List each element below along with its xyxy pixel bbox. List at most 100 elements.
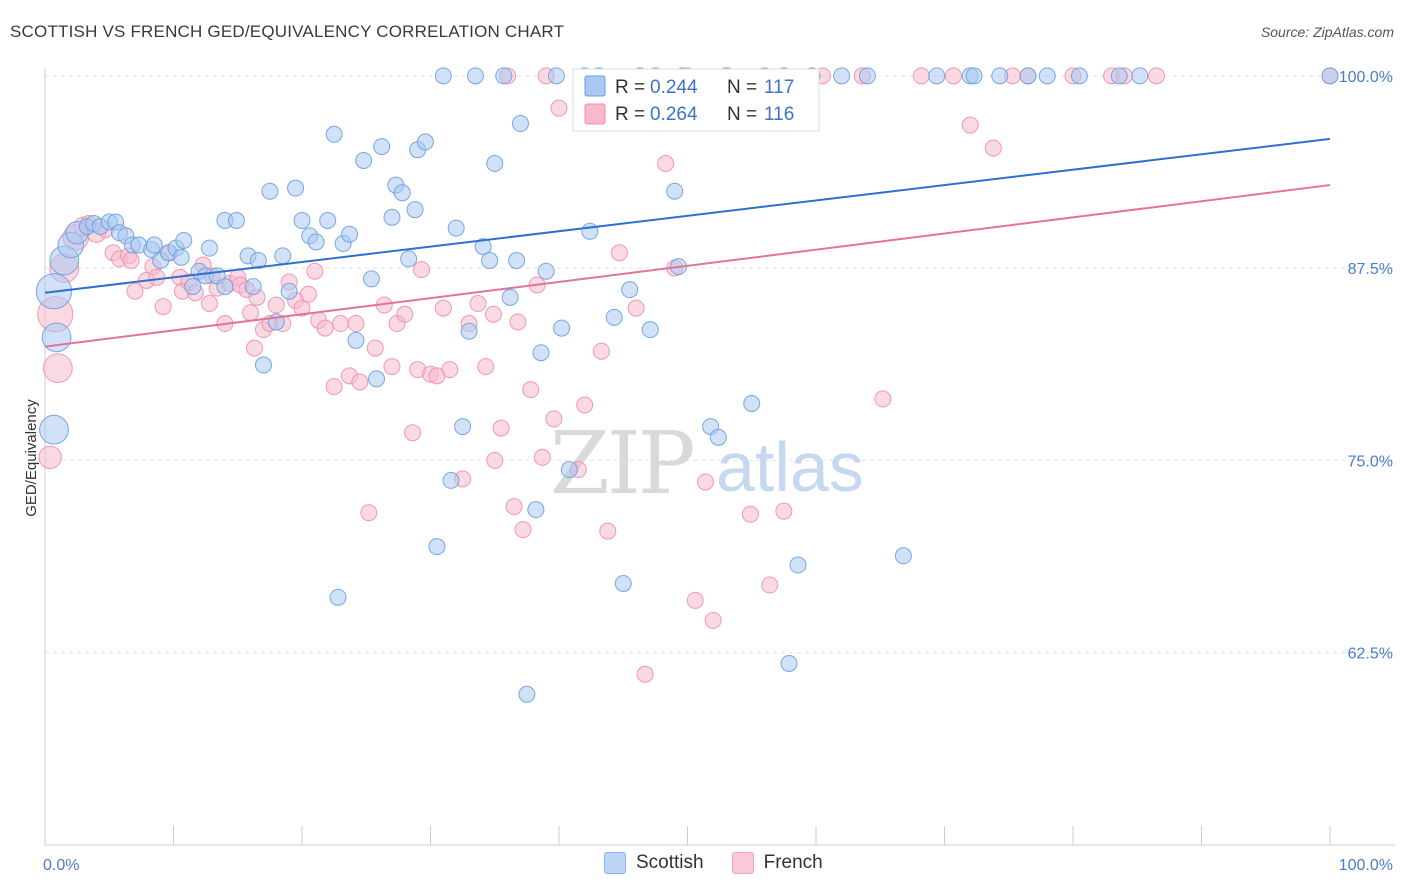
- bottom-legend-label-french: French: [763, 852, 823, 873]
- scottish-point: [460, 322, 478, 340]
- scottish-point: [858, 67, 876, 85]
- scottish-point: [666, 182, 684, 200]
- legend-n-label-scottish: N =: [727, 77, 757, 98]
- x-tick-labels: 0.0% 100.0%: [43, 857, 1393, 874]
- french-point: [316, 319, 334, 337]
- french-point: [592, 342, 610, 360]
- french-point: [383, 358, 401, 376]
- french-point: [522, 381, 540, 399]
- french-point: [509, 313, 527, 331]
- bottom-legend: Scottish French: [604, 852, 823, 874]
- french-point: [200, 295, 218, 313]
- french-point: [961, 116, 979, 134]
- y-axis-label: GED/Equivalency: [23, 399, 40, 517]
- scottish-point: [1019, 67, 1037, 85]
- scottish-point: [393, 184, 411, 202]
- scottish-point: [249, 251, 267, 269]
- scottish-point: [383, 208, 401, 226]
- scottish-point: [41, 322, 72, 353]
- french-point: [404, 424, 422, 442]
- scottish-point: [833, 67, 851, 85]
- scottish-point: [329, 588, 347, 606]
- french-point: [441, 361, 459, 379]
- french-point: [347, 315, 365, 333]
- legend-r-value-scottish: 0.244: [650, 77, 698, 98]
- scottish-point: [145, 236, 163, 254]
- french-point: [484, 305, 502, 323]
- french-point: [610, 244, 628, 262]
- scottish-point: [553, 319, 571, 337]
- french-point: [477, 358, 495, 376]
- scottish-point: [347, 331, 365, 349]
- french-point: [434, 299, 452, 317]
- scottish-point: [319, 211, 337, 229]
- scottish-point: [280, 282, 298, 300]
- bottom-legend-swatch-scottish: [604, 852, 626, 874]
- scottish-point: [244, 278, 262, 296]
- french-point: [325, 378, 343, 396]
- legend-swatch-scottish: [584, 75, 606, 97]
- scottish-point: [560, 461, 578, 479]
- legend-n-value-scottish: 117: [764, 77, 794, 98]
- french-point: [245, 339, 263, 357]
- french-point: [492, 419, 510, 437]
- french-point: [704, 611, 722, 629]
- scottish-point: [400, 250, 418, 268]
- scottish-point: [709, 428, 727, 446]
- scottish-point: [406, 201, 424, 219]
- scottish-point: [965, 67, 983, 85]
- french-point: [944, 67, 962, 85]
- french-point: [267, 296, 285, 314]
- chart-source: Source: ZipAtlas.com: [1260, 24, 1394, 40]
- scottish-point: [216, 278, 234, 296]
- scottish-point: [537, 262, 555, 280]
- french-point: [299, 285, 317, 303]
- scottish-point: [325, 125, 343, 143]
- legend-r-label-french: R =: [615, 104, 645, 125]
- french-point: [636, 665, 654, 683]
- french-point: [874, 390, 892, 408]
- scottish-point: [789, 556, 807, 574]
- scottish-point: [254, 356, 272, 374]
- scottish-trend-line: [44, 137, 1331, 294]
- scottish-point: [495, 67, 513, 85]
- french-point: [1148, 67, 1166, 85]
- bottom-legend-item-scottish: Scottish: [604, 852, 704, 874]
- scottish-points: [35, 67, 1339, 703]
- french-point: [38, 445, 62, 470]
- french-point: [42, 353, 73, 384]
- scottish-point: [991, 67, 1009, 85]
- scottish-point: [274, 247, 292, 265]
- scottish-point: [780, 654, 798, 672]
- scottish-point: [1038, 67, 1056, 85]
- y-tick-label: 62.5%: [1348, 646, 1393, 663]
- scottish-point: [581, 222, 599, 240]
- scottish-point: [466, 67, 484, 85]
- french-point: [627, 299, 645, 317]
- y-tick-labels: 100.0% 87.5% 75.0% 62.5%: [1339, 69, 1393, 663]
- scottish-point: [894, 547, 912, 565]
- scottish-point: [184, 278, 202, 296]
- scottish-point: [416, 133, 434, 151]
- scottish-point: [434, 67, 452, 85]
- y-tick-label: 75.0%: [1348, 453, 1393, 470]
- legend-swatch-french: [584, 103, 606, 125]
- scottish-point: [368, 370, 386, 388]
- french-point: [293, 299, 311, 317]
- x-tick-label: 100.0%: [1339, 857, 1393, 874]
- french-point: [696, 473, 714, 491]
- scottish-point: [508, 251, 526, 269]
- scottish-point: [605, 308, 623, 326]
- scottish-point: [1131, 67, 1149, 85]
- legend-r-label-scottish: R =: [615, 77, 645, 98]
- scottish-point: [621, 281, 639, 299]
- scottish-point: [454, 418, 472, 436]
- scottish-point: [474, 238, 492, 256]
- grid-lines: [45, 75, 1395, 654]
- bottom-legend-swatch-french: [731, 852, 754, 874]
- french-point: [469, 295, 487, 313]
- french-point: [741, 505, 759, 523]
- french-point: [912, 67, 930, 85]
- scottish-point: [428, 538, 446, 556]
